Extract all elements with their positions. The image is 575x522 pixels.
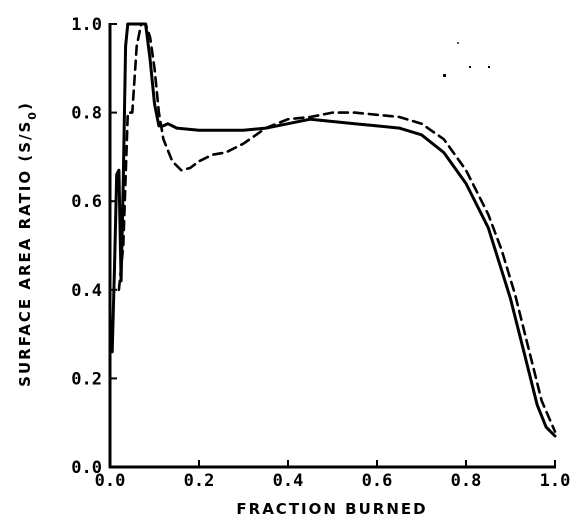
x-tick-label: 0.6 bbox=[362, 471, 393, 491]
x-axis-ticks: 0.0 0.2 0.4 0.6 0.8 1.0 bbox=[95, 460, 571, 491]
y-axis-title-main: SURFACE AREA RATIO (S/S bbox=[16, 120, 34, 387]
y-tick-label: 0.0 bbox=[71, 458, 102, 478]
series-line-solid bbox=[108, 22, 557, 438]
x-axis-title: FRACTION BURNED bbox=[236, 500, 427, 518]
speck-marks bbox=[443, 42, 490, 77]
x-tick-label: 0.2 bbox=[184, 471, 215, 491]
y-tick-label: 0.2 bbox=[71, 369, 102, 389]
y-tick-label: 0.6 bbox=[71, 192, 102, 212]
y-axis-ticks: 0.0 0.2 0.4 0.6 0.8 1.0 bbox=[71, 15, 117, 478]
series-layer bbox=[108, 22, 557, 438]
y-axis-title: SURFACE AREA RATIO (S/S0) bbox=[16, 101, 39, 387]
y-tick-label: 1.0 bbox=[71, 15, 102, 35]
x-tick-label: 0.8 bbox=[451, 471, 482, 491]
x-tick-label: 0.0 bbox=[95, 471, 126, 491]
x-tick-label: 0.4 bbox=[273, 471, 304, 491]
y-axis-title-subscript: 0 bbox=[26, 110, 39, 120]
y-tick-label: 0.8 bbox=[71, 104, 102, 124]
x-tick-label: 1.0 bbox=[540, 471, 571, 491]
y-axis-title-close: ) bbox=[16, 101, 34, 110]
axes bbox=[108, 23, 556, 469]
y-tick-label: 0.4 bbox=[71, 281, 102, 301]
series-line-dashed bbox=[117, 22, 557, 433]
